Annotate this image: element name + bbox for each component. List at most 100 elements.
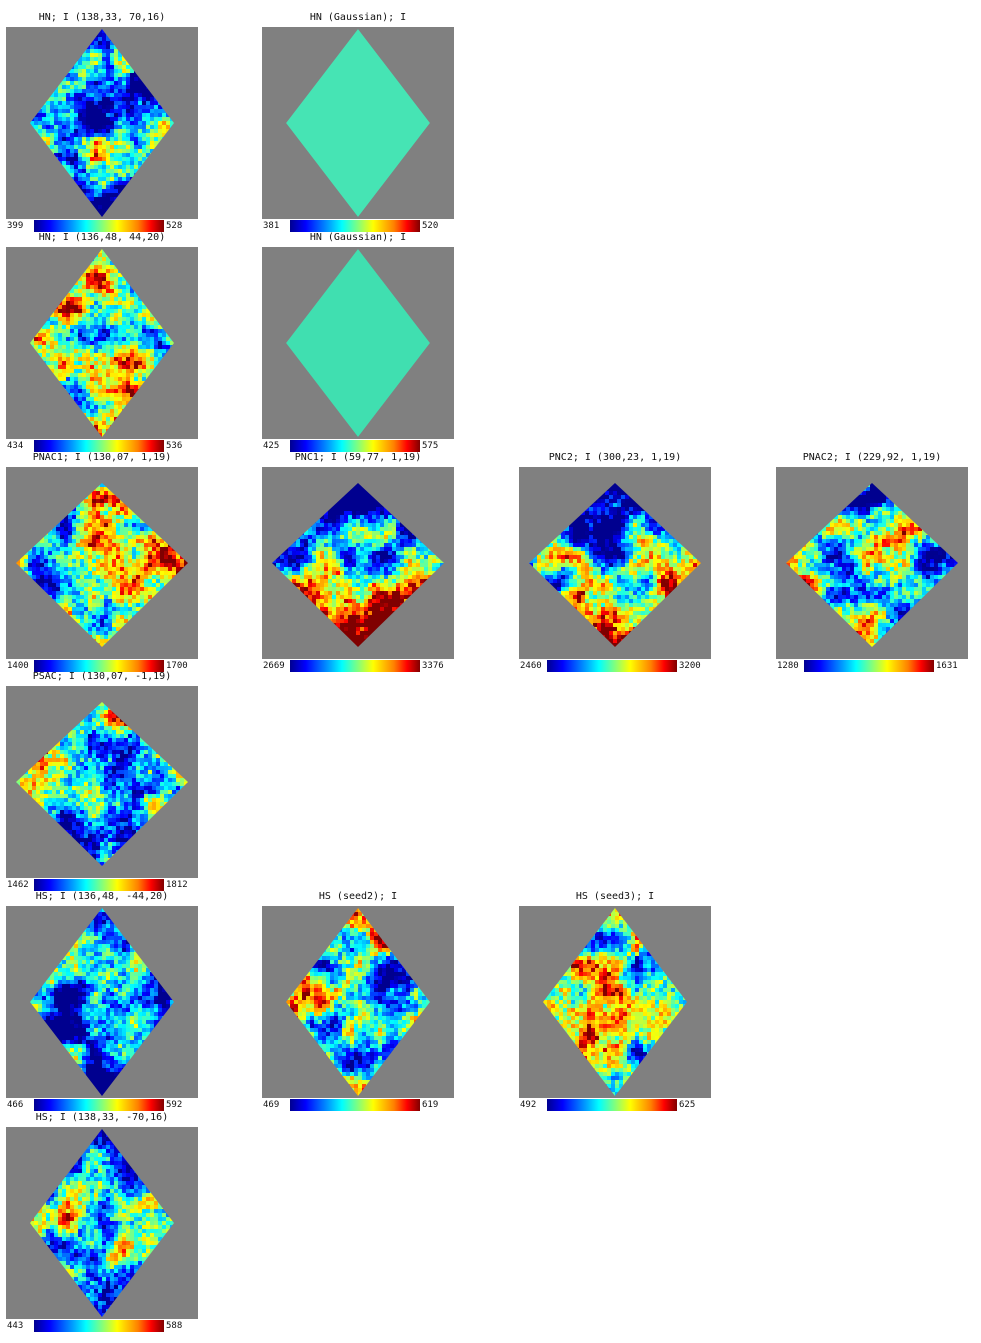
colorbar-gradient <box>34 1099 164 1111</box>
panel-pnac1: PNAC1; I (130,07, 1,19) 1400 1700 <box>6 450 198 682</box>
colorbar-max: 528 <box>165 220 184 232</box>
colorbar-gradient <box>547 1099 677 1111</box>
map-image <box>262 906 454 1098</box>
panel-hs-seed2: HS (seed2); I 469 619 <box>262 889 454 1121</box>
map-image <box>519 906 711 1098</box>
colorbar: 469 619 <box>262 1099 454 1111</box>
map-image <box>6 686 198 878</box>
colorbar-min: 425 <box>262 440 281 452</box>
colorbar-max: 3200 <box>678 660 702 672</box>
map-svg <box>30 908 174 1096</box>
colorbar-gradient <box>34 440 164 452</box>
map-field <box>786 483 958 647</box>
colorbar: 1280 1631 <box>776 660 968 672</box>
panel-hn-gaussian-1: HN (Gaussian); I 381 520 <box>262 10 454 242</box>
map-svg <box>543 908 687 1096</box>
colorbar: 381 520 <box>262 220 454 232</box>
colorbar: 2669 3376 <box>262 660 454 672</box>
colorbar-gradient <box>34 220 164 232</box>
colorbar-min: 492 <box>519 1099 538 1111</box>
map-field <box>286 908 430 1096</box>
colorbar-gradient <box>34 1320 164 1332</box>
map-image <box>6 906 198 1098</box>
map-field <box>30 29 174 217</box>
map-svg <box>286 29 430 217</box>
panel-title: PNAC2; I (229,92, 1,19) <box>802 452 942 463</box>
map-field <box>30 249 174 437</box>
map-svg <box>16 483 188 647</box>
map-field <box>16 702 188 866</box>
map-field <box>543 908 687 1096</box>
panel-psac: PSAC; I (130,07, -1,19) 1462 1812 <box>6 669 198 901</box>
colorbar: 1400 1700 <box>6 660 198 672</box>
panel-hs-seed3: HS (seed3); I 492 625 <box>519 889 711 1121</box>
colorbar-max: 625 <box>678 1099 697 1111</box>
panel-title: HN (Gaussian); I <box>309 12 407 23</box>
map-field <box>30 908 174 1096</box>
panel-title: PNC2; I (300,23, 1,19) <box>548 452 682 463</box>
map-field <box>30 1129 174 1317</box>
colorbar: 443 588 <box>6 1320 198 1332</box>
colorbar-min: 434 <box>6 440 25 452</box>
colorbar-max: 1812 <box>165 879 189 891</box>
colorbar-min: 381 <box>262 220 281 232</box>
panel-title: HN (Gaussian); I <box>309 232 407 243</box>
colorbar-min: 443 <box>6 1320 25 1332</box>
colorbar-gradient <box>547 660 677 672</box>
colorbar-min: 399 <box>6 220 25 232</box>
map-image <box>262 247 454 439</box>
panel-pnc1: PNC1; I (59,77, 1,19) 2669 3376 <box>262 450 454 682</box>
panel-hn-gaussian-2: HN (Gaussian); I 425 575 <box>262 230 454 462</box>
panel-title: PNAC1; I (130,07, 1,19) <box>32 452 172 463</box>
map-fill <box>286 249 430 437</box>
map-field <box>272 483 444 647</box>
panel-hn-138-33: HN; I (138,33, 70,16) 399 528 <box>6 10 198 242</box>
colorbar-min: 1280 <box>776 660 800 672</box>
colorbar-min: 466 <box>6 1099 25 1111</box>
map-field <box>16 483 188 647</box>
colorbar-max: 520 <box>421 220 440 232</box>
map-svg <box>16 702 188 866</box>
colorbar-max: 1631 <box>935 660 959 672</box>
colorbar-gradient <box>34 660 164 672</box>
map-svg <box>272 483 444 647</box>
panel-pnac2: PNAC2; I (229,92, 1,19) 1280 1631 <box>776 450 968 682</box>
map-image <box>519 467 711 659</box>
map-svg <box>786 483 958 647</box>
panel-pnc2: PNC2; I (300,23, 1,19) 2460 3200 <box>519 450 711 682</box>
colorbar: 434 536 <box>6 440 198 452</box>
map-image <box>6 247 198 439</box>
panel-title: HS (seed2); I <box>318 891 398 902</box>
panel-hn-136-48: HN; I (136,48, 44,20) 434 536 <box>6 230 198 462</box>
map-svg <box>30 1129 174 1317</box>
map-image <box>6 27 198 219</box>
map-image <box>262 467 454 659</box>
colorbar-gradient <box>290 440 420 452</box>
panel-title: HS; I (138,33, -70,16) <box>35 1112 169 1123</box>
panel-title: HS (seed3); I <box>575 891 655 902</box>
panel-hs-136-48: HS; I (136,48, -44,20) 466 592 <box>6 889 198 1121</box>
colorbar-gradient <box>290 1099 420 1111</box>
map-field <box>529 483 701 647</box>
colorbar: 399 528 <box>6 220 198 232</box>
colorbar: 492 625 <box>519 1099 711 1111</box>
map-svg <box>286 249 430 437</box>
colorbar-max: 592 <box>165 1099 184 1111</box>
colorbar-max: 575 <box>421 440 440 452</box>
map-image <box>6 467 198 659</box>
colorbar-min: 469 <box>262 1099 281 1111</box>
colorbar-gradient <box>804 660 934 672</box>
colorbar-gradient <box>34 879 164 891</box>
colorbar-min: 1462 <box>6 879 30 891</box>
colorbar-max: 3376 <box>421 660 445 672</box>
panel-title: HS; I (136,48, -44,20) <box>35 891 169 902</box>
colorbar-min: 1400 <box>6 660 30 672</box>
colorbar-max: 1700 <box>165 660 189 672</box>
colorbar: 466 592 <box>6 1099 198 1111</box>
panel-hs-138-33: HS; I (138,33, -70,16) 443 588 <box>6 1110 198 1342</box>
panel-title: HN; I (138,33, 70,16) <box>38 12 166 23</box>
colorbar: 1462 1812 <box>6 879 198 891</box>
map-field <box>286 29 430 217</box>
map-image <box>6 1127 198 1319</box>
